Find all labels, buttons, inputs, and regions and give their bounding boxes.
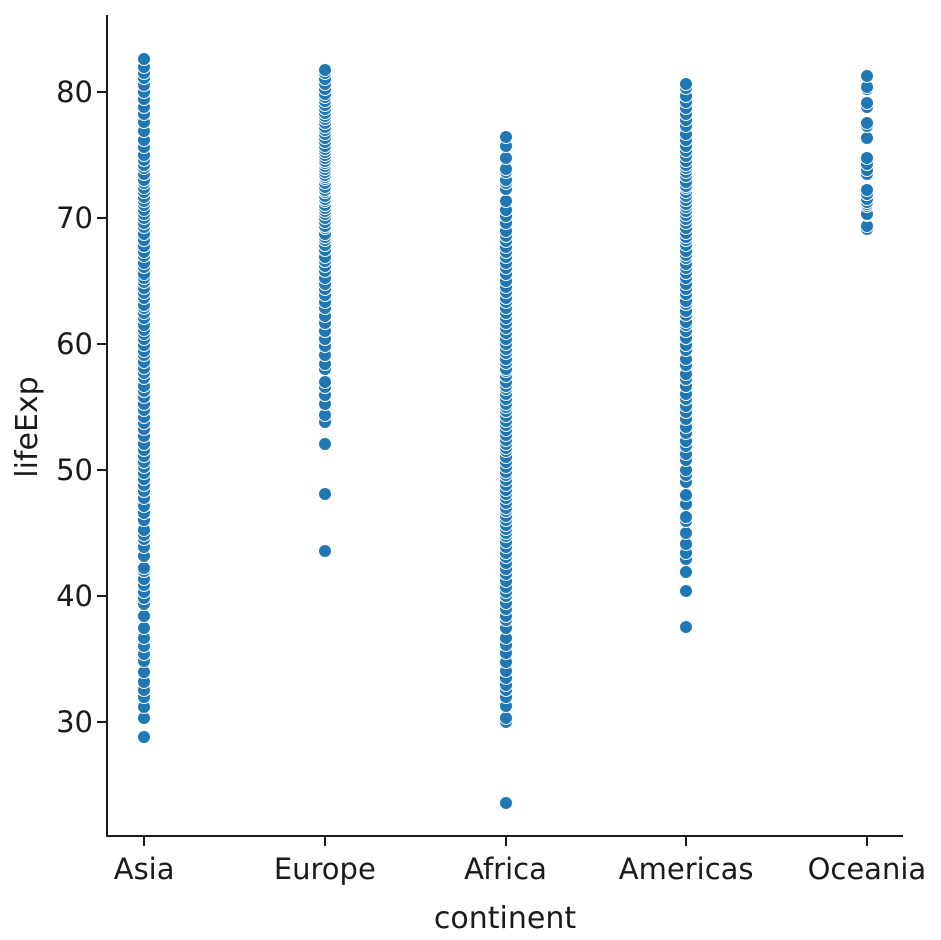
y-tick-label: 40 bbox=[56, 579, 93, 614]
y-tick-label: 80 bbox=[56, 74, 93, 109]
data-point bbox=[498, 711, 513, 726]
data-point bbox=[859, 151, 874, 166]
y-axis-label: lifeExp bbox=[10, 376, 45, 478]
data-point bbox=[498, 795, 513, 810]
y-tick-mark bbox=[97, 469, 106, 472]
data-point bbox=[679, 76, 694, 91]
data-point bbox=[679, 619, 694, 634]
x-tick-label: Asia bbox=[113, 852, 175, 886]
y-tick-mark bbox=[97, 216, 106, 219]
data-point bbox=[498, 194, 513, 209]
data-point bbox=[317, 487, 332, 502]
y-tick-mark bbox=[97, 90, 106, 93]
x-tick-mark bbox=[323, 837, 326, 846]
data-point bbox=[859, 115, 874, 130]
x-tick-mark bbox=[504, 837, 507, 846]
data-point bbox=[137, 52, 152, 67]
x-axis-label: continent bbox=[433, 901, 577, 936]
x-tick-mark bbox=[865, 837, 868, 846]
data-point bbox=[679, 510, 694, 525]
x-tick-label: Americas bbox=[618, 852, 754, 886]
x-tick-label: Europe bbox=[273, 852, 376, 886]
data-point bbox=[317, 62, 332, 77]
data-point bbox=[859, 96, 874, 111]
data-point bbox=[859, 69, 874, 84]
y-tick-mark bbox=[97, 343, 106, 346]
data-point bbox=[498, 129, 513, 144]
y-tick-mark bbox=[97, 595, 106, 598]
plot-axes-spines bbox=[106, 15, 903, 837]
x-tick-mark bbox=[685, 837, 688, 846]
data-point bbox=[137, 730, 152, 745]
y-tick-label: 70 bbox=[56, 200, 93, 235]
data-point bbox=[498, 150, 513, 165]
data-point bbox=[679, 583, 694, 598]
x-tick-label: Africa bbox=[464, 852, 547, 886]
data-point bbox=[859, 182, 874, 197]
y-tick-label: 60 bbox=[56, 327, 93, 362]
data-point bbox=[317, 436, 332, 451]
data-point bbox=[317, 374, 332, 389]
data-point bbox=[859, 131, 874, 146]
y-tick-mark bbox=[97, 721, 106, 724]
x-tick-mark bbox=[143, 837, 146, 846]
x-tick-label: Oceania bbox=[807, 852, 927, 886]
data-point bbox=[137, 560, 152, 575]
data-point bbox=[317, 544, 332, 558]
data-point bbox=[679, 487, 694, 502]
y-tick-label: 30 bbox=[56, 705, 93, 740]
y-tick-label: 50 bbox=[56, 453, 93, 488]
